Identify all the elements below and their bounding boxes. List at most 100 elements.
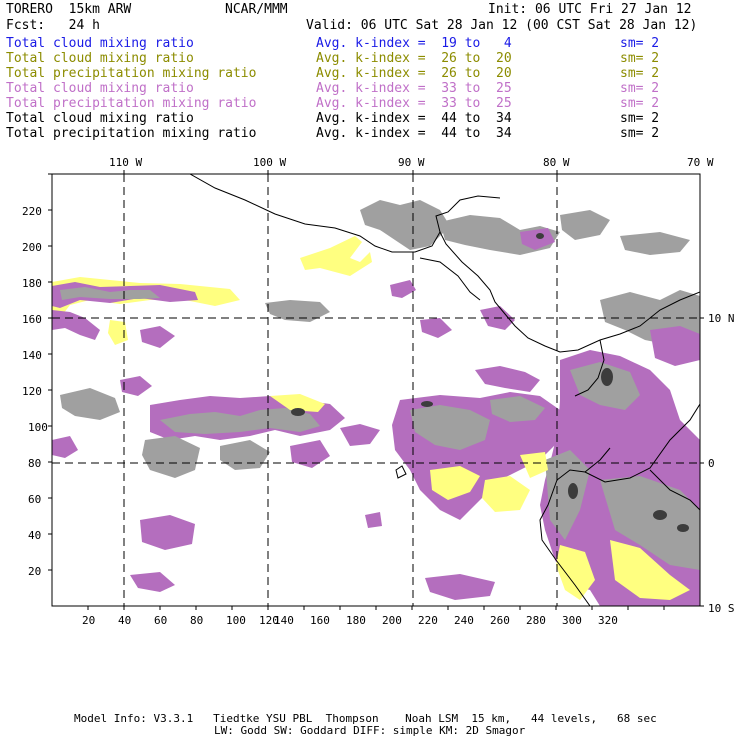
convective-core <box>421 401 433 407</box>
y-tick-label: 160 <box>22 313 42 326</box>
coastlines <box>189 174 700 606</box>
central-america-coastline <box>189 174 700 353</box>
moderate-kindex-cloud <box>420 318 452 338</box>
high-kindex-cloud <box>60 287 160 300</box>
y-tick-label: 200 <box>22 241 42 254</box>
x-tick-label: 40 <box>118 614 132 627</box>
legend-field: Total precipitation mixing ratio <box>6 96 257 111</box>
y-tick-label: 140 <box>22 349 42 362</box>
valid-time: Valid: 06 UTC Sat 28 Jan 12 (00 CST Sat … <box>306 18 698 33</box>
high-kindex-cloud <box>620 232 690 255</box>
legend-smoothing: sm= 2 <box>620 36 660 51</box>
high-kindex-cloud <box>490 396 545 422</box>
x-tick-label: 220 <box>418 614 438 627</box>
y-tick-label: 120 <box>22 385 42 398</box>
lon-label: 110 W <box>109 156 143 169</box>
high-kindex-cloud <box>160 408 320 434</box>
x-tick-label: 200 <box>382 614 402 627</box>
lat-lon-grid <box>52 174 700 606</box>
lat-label: 0 <box>708 457 715 470</box>
high-kindex-cloud <box>560 210 610 240</box>
moderate-kindex-cloud <box>425 574 495 600</box>
y-tick-label: 60 <box>28 493 42 506</box>
x-tick-label: 280 <box>526 614 546 627</box>
moderate-kindex-cloud <box>140 326 175 348</box>
moderate-kindex-cloud <box>365 512 382 528</box>
x-tick-label: 240 <box>454 614 474 627</box>
low-kindex-cloud <box>520 452 548 478</box>
legend-field: Total cloud mixing ratio <box>6 81 194 96</box>
convective-core <box>653 510 667 520</box>
y-tick-label: 220 <box>22 205 42 218</box>
physics-info: LW: Godd SW: Goddard DIFF: simple KM: 2D… <box>214 724 526 737</box>
legend-smoothing: sm= 2 <box>620 96 660 111</box>
x-tick-label: 20 <box>82 614 96 627</box>
legend-kindex: Avg. k-index = 44 to 34 <box>316 126 512 141</box>
tick-marks <box>48 170 704 610</box>
high-kindex-cloud <box>410 405 490 450</box>
low-kindex-cloud <box>108 320 128 345</box>
high-kindex-cloud <box>142 436 200 478</box>
yucatan-coastline <box>435 195 501 233</box>
moderate-kindex-cloud <box>390 280 416 298</box>
convective-core <box>601 368 613 386</box>
x-tick-label: 300 <box>562 614 582 627</box>
low-kindex-cloud <box>430 466 480 500</box>
colombia-coastline <box>574 339 605 397</box>
legend-kindex: Avg. k-index = 26 to 20 <box>316 51 512 66</box>
x-tick-label: 100 <box>226 614 246 627</box>
moderate-kindex-cloud <box>120 376 152 396</box>
moderate-kindex-cloud <box>340 424 380 446</box>
lon-label: 80 W <box>543 156 570 169</box>
x-tick-label: 80 <box>190 614 204 627</box>
x-tick-label: 180 <box>346 614 366 627</box>
convective-core <box>291 408 305 416</box>
low-kindex-cloud <box>300 236 372 276</box>
low-kindex-cloud <box>610 540 690 600</box>
legend-smoothing: sm= 2 <box>620 81 660 96</box>
x-tick-label: 260 <box>490 614 510 627</box>
honduras-coastline <box>419 257 481 301</box>
moderate-kindex-cloud <box>140 515 195 550</box>
lat-label: 10 S <box>708 602 735 615</box>
init-time: Init: 06 UTC Fri 27 Jan 12 <box>488 2 692 17</box>
organization: NCAR/MMM <box>225 2 288 17</box>
legend-kindex: Avg. k-index = 19 to 4 <box>316 36 512 51</box>
y-tick-label: 100 <box>28 421 48 434</box>
low-kindex-cloud <box>270 394 325 412</box>
y-tick-label: 40 <box>28 529 42 542</box>
border-line <box>649 469 700 511</box>
legend-field: Total precipitation mixing ratio <box>6 66 257 81</box>
high-kindex-cloud <box>265 300 330 322</box>
galapagos-coastline <box>395 465 407 479</box>
legend-field: Total cloud mixing ratio <box>6 36 194 51</box>
low-kindex-cloud <box>482 476 530 512</box>
convective-core <box>536 233 544 239</box>
forecast-hour: Fcst: 24 h <box>6 18 100 33</box>
high-kindex-cloud <box>220 440 270 470</box>
legend-kindex: Avg. k-index = 33 to 25 <box>316 96 512 111</box>
legend-smoothing: sm= 2 <box>620 66 660 81</box>
moderate-kindex-cloud <box>475 366 540 392</box>
legend-smoothing: sm= 2 <box>620 111 660 126</box>
high-kindex-cloud <box>545 450 590 540</box>
lon-label: 70 W <box>687 156 714 169</box>
y-tick-label: 80 <box>28 457 42 470</box>
model-info: Model Info: V3.3.1 Tiedtke YSU PBL Thomp… <box>74 712 657 725</box>
lon-label: 100 W <box>253 156 287 169</box>
moderate-kindex-cloud <box>520 228 555 250</box>
legend-smoothing: sm= 2 <box>620 126 660 141</box>
moderate-kindex-cloud <box>130 572 175 592</box>
x-tick-label: 160 <box>310 614 330 627</box>
moderate-kindex-cloud <box>52 310 100 340</box>
y-tick-label: 180 <box>22 277 42 290</box>
legend-kindex: Avg. k-index = 33 to 25 <box>316 81 512 96</box>
legend-kindex: Avg. k-index = 26 to 20 <box>316 66 512 81</box>
convective-core <box>677 524 689 532</box>
legend-smoothing: sm= 2 <box>620 51 660 66</box>
moderate-kindex-cloud <box>52 436 78 458</box>
x-tick-label: 60 <box>154 614 168 627</box>
x-tick-label: 320 <box>598 614 618 627</box>
